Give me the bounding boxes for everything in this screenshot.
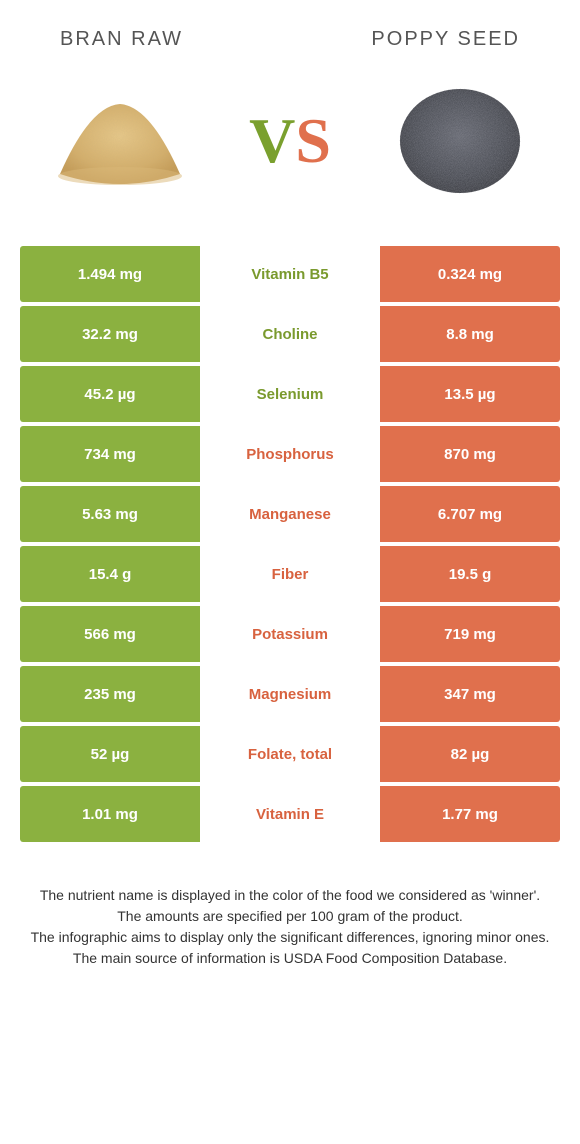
table-row: 566 mgPotassium719 mg bbox=[20, 606, 560, 662]
table-row: 1.494 mgVitamin B50.324 mg bbox=[20, 246, 560, 302]
table-row: 5.63 mgManganese6.707 mg bbox=[20, 486, 560, 542]
footer-notes: The nutrient name is displayed in the co… bbox=[0, 846, 580, 968]
right-value: 870 mg bbox=[380, 426, 560, 482]
vs-label: VS bbox=[249, 104, 331, 178]
left-value: 1.494 mg bbox=[20, 246, 200, 302]
right-value: 719 mg bbox=[380, 606, 560, 662]
vs-row: VS bbox=[0, 51, 580, 246]
header: BRAN RAW POPPY SEED bbox=[0, 0, 580, 51]
right-value: 13.5 µg bbox=[380, 366, 560, 422]
left-value: 5.63 mg bbox=[20, 486, 200, 542]
nutrient-label: Folate, total bbox=[200, 726, 380, 782]
left-value: 52 µg bbox=[20, 726, 200, 782]
left-value: 45.2 µg bbox=[20, 366, 200, 422]
table-row: 734 mgPhosphorus870 mg bbox=[20, 426, 560, 482]
table-row: 52 µgFolate, total82 µg bbox=[20, 726, 560, 782]
nutrient-label: Manganese bbox=[200, 486, 380, 542]
footer-line: The infographic aims to display only the… bbox=[30, 928, 550, 947]
right-value: 82 µg bbox=[380, 726, 560, 782]
left-value: 235 mg bbox=[20, 666, 200, 722]
table-row: 45.2 µgSelenium13.5 µg bbox=[20, 366, 560, 422]
left-value: 15.4 g bbox=[20, 546, 200, 602]
bran-image bbox=[40, 61, 200, 221]
nutrient-label: Selenium bbox=[200, 366, 380, 422]
nutrient-label: Vitamin E bbox=[200, 786, 380, 842]
poppy-image bbox=[380, 61, 540, 221]
table-row: 1.01 mgVitamin E1.77 mg bbox=[20, 786, 560, 842]
footer-line: The main source of information is USDA F… bbox=[30, 949, 550, 968]
nutrient-label: Potassium bbox=[200, 606, 380, 662]
left-value: 1.01 mg bbox=[20, 786, 200, 842]
comparison-table: 1.494 mgVitamin B50.324 mg32.2 mgCholine… bbox=[0, 246, 580, 842]
right-value: 347 mg bbox=[380, 666, 560, 722]
right-food-title: POPPY SEED bbox=[371, 28, 520, 51]
nutrient-label: Magnesium bbox=[200, 666, 380, 722]
footer-line: The amounts are specified per 100 gram o… bbox=[30, 907, 550, 926]
left-value: 734 mg bbox=[20, 426, 200, 482]
right-value: 1.77 mg bbox=[380, 786, 560, 842]
left-value: 566 mg bbox=[20, 606, 200, 662]
footer-line: The nutrient name is displayed in the co… bbox=[30, 886, 550, 905]
table-row: 15.4 gFiber19.5 g bbox=[20, 546, 560, 602]
left-value: 32.2 mg bbox=[20, 306, 200, 362]
nutrient-label: Fiber bbox=[200, 546, 380, 602]
vs-v: V bbox=[249, 104, 295, 178]
right-value: 8.8 mg bbox=[380, 306, 560, 362]
nutrient-label: Vitamin B5 bbox=[200, 246, 380, 302]
nutrient-label: Phosphorus bbox=[200, 426, 380, 482]
left-food-title: BRAN RAW bbox=[60, 28, 183, 51]
table-row: 235 mgMagnesium347 mg bbox=[20, 666, 560, 722]
vs-s: S bbox=[295, 104, 331, 178]
table-row: 32.2 mgCholine8.8 mg bbox=[20, 306, 560, 362]
nutrient-label: Choline bbox=[200, 306, 380, 362]
right-value: 0.324 mg bbox=[380, 246, 560, 302]
right-value: 6.707 mg bbox=[380, 486, 560, 542]
right-value: 19.5 g bbox=[380, 546, 560, 602]
